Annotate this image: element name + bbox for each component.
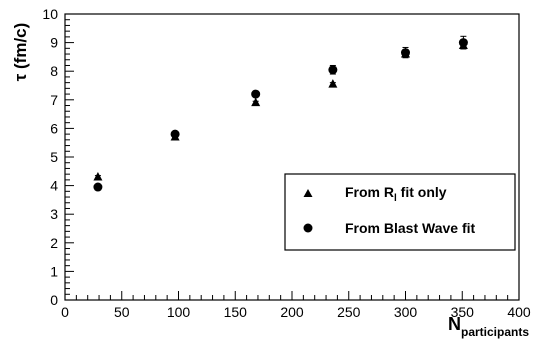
- data-markers: [93, 35, 468, 192]
- y-tick-label: 4: [50, 178, 58, 194]
- circle-point: [401, 48, 410, 58]
- legend-circle-marker: [303, 223, 313, 233]
- y-tick-label: 6: [50, 120, 58, 136]
- y-tick-label: 10: [42, 6, 58, 22]
- triangle-point: [328, 79, 338, 88]
- legend-triangle-marker: [303, 189, 313, 197]
- x-tick-label: 100: [167, 304, 191, 320]
- triangle-point: [251, 97, 261, 107]
- circle-point: [170, 129, 180, 139]
- x-tick-label: 250: [337, 304, 361, 320]
- y-tick-label: 7: [50, 92, 58, 108]
- y-tick-label: 2: [50, 235, 58, 251]
- x-tick-label: 150: [224, 304, 248, 320]
- y-tick-label: 9: [50, 35, 58, 51]
- y-tick-label: 1: [50, 263, 58, 279]
- y-axis-ticks: 0 1 2 3 4 5 6 7 8 9 10: [42, 6, 74, 308]
- y-tick-label: 0: [50, 292, 58, 308]
- x-axis-title-main: N: [448, 314, 461, 334]
- circle-point: [251, 89, 261, 99]
- legend: From Rl fit only From Blast Wave fit: [284, 173, 516, 251]
- y-tick-label: 3: [50, 206, 58, 222]
- legend-label-blast-wave: From Blast Wave fit: [345, 220, 476, 236]
- triangle-point: [93, 172, 103, 181]
- circle-point: [458, 38, 468, 48]
- legend-label-rl-fit: From Rl fit only: [345, 184, 447, 204]
- circle-point: [93, 182, 103, 192]
- plot-frame: [64, 13, 520, 301]
- x-tick-label: 0: [61, 304, 69, 320]
- legend-label-rl-tail: fit only: [397, 184, 447, 200]
- circle-point: [328, 65, 338, 75]
- x-axis-title-sub: participants: [461, 325, 529, 339]
- x-tick-label: 200: [280, 304, 304, 320]
- x-axis-ticks: 0 50 100 150 200 250 300 350 400: [61, 291, 531, 320]
- x-axis-title: Nparticipants: [448, 314, 529, 339]
- x-tick-label: 300: [394, 304, 418, 320]
- y-axis-title: τ (fm/c): [11, 23, 30, 82]
- x-tick-label: 350: [451, 304, 475, 320]
- legend-label-rl-main: From R: [345, 184, 394, 200]
- x-tick-label: 50: [114, 304, 130, 320]
- legend-box: [284, 173, 516, 251]
- legend-label-rl-sub: l: [394, 193, 397, 204]
- y-tick-label: 5: [50, 149, 58, 165]
- y-tick-label: 8: [50, 63, 58, 79]
- x-tick-label: 400: [507, 304, 531, 320]
